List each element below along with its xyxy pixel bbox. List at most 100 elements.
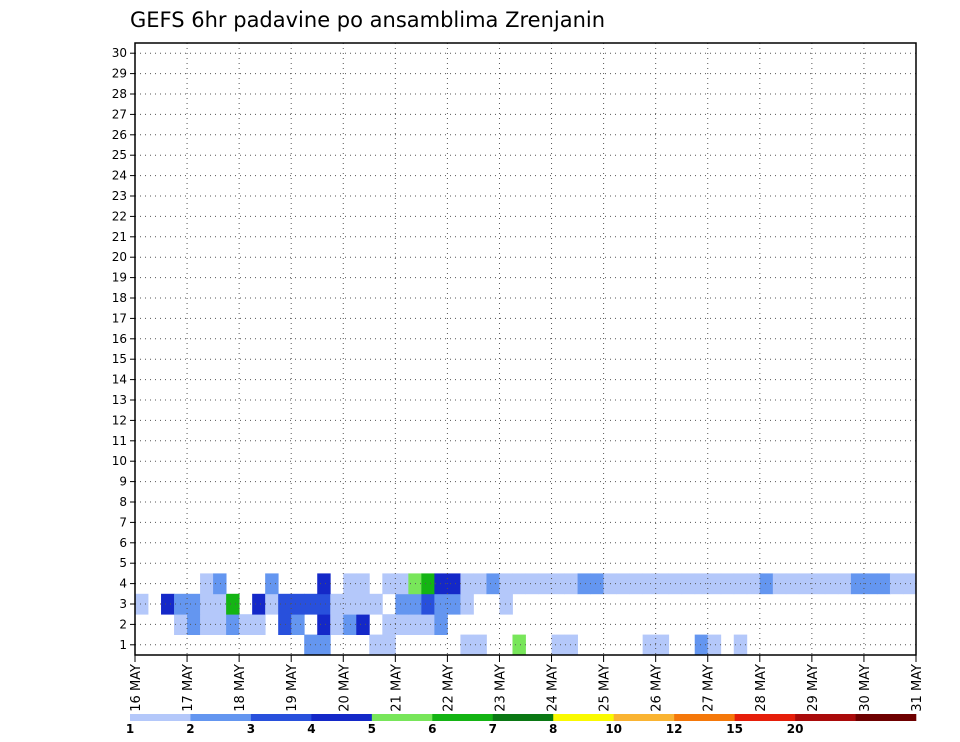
ensemble-cell — [460, 593, 474, 615]
ensemble-cell — [512, 634, 526, 656]
ensemble-cell — [382, 573, 396, 595]
legend-label: 15 — [726, 722, 743, 736]
ensemble-cell — [759, 573, 774, 595]
legend-label: 12 — [666, 722, 683, 736]
ensemble-cell — [252, 614, 266, 635]
ensemble-cell — [226, 614, 240, 635]
ensemble-cell — [135, 593, 149, 615]
ensemble-cell — [356, 573, 370, 595]
legend-label: 5 — [368, 722, 376, 736]
ensemble-cell — [317, 614, 331, 635]
y-tick-label: 18 — [112, 291, 127, 305]
ensemble-cell — [291, 614, 305, 635]
ensemble-cell — [356, 614, 370, 635]
x-tick-label: 18 MAY — [233, 664, 248, 712]
ensemble-cell — [720, 573, 735, 595]
ensemble-cell — [850, 573, 865, 595]
x-tick-label: 30 MAY — [858, 664, 873, 712]
ensemble-cell — [681, 573, 696, 595]
legend-swatch — [432, 714, 494, 721]
ensemble-cell — [343, 593, 357, 615]
x-tick-label: 22 MAY — [441, 664, 456, 712]
ensemble-cell — [395, 614, 409, 635]
ensemble-cell — [343, 614, 357, 635]
ensemble-cell — [187, 614, 201, 635]
ensemble-cell — [421, 573, 435, 595]
legend-label: 10 — [605, 722, 622, 736]
ensemble-cell — [564, 634, 578, 656]
legend-label: 4 — [307, 722, 315, 736]
ensemble-cell — [317, 573, 331, 595]
x-tick-label: 25 MAY — [598, 664, 613, 712]
x-axis: 16 MAY 17 MAY 18 MAY 19 MAY 20 MAY 21 MAY 22 M… — [129, 655, 925, 712]
grid-lines — [135, 43, 916, 655]
ensemble-cell — [824, 573, 839, 595]
ensemble-cell — [317, 634, 331, 656]
ensemble-cell — [278, 614, 292, 635]
legend-label: 2 — [186, 722, 194, 736]
ensemble-cell — [291, 593, 305, 615]
ensemble-cell — [590, 573, 604, 595]
ensemble-cell — [889, 573, 904, 595]
y-tick-label: 24 — [112, 169, 127, 183]
x-tick-label: 20 MAY — [337, 664, 352, 712]
ensemble-cell — [785, 573, 800, 595]
legend-swatch — [190, 714, 252, 721]
ensemble-cell — [265, 573, 279, 595]
legend-label: 7 — [489, 722, 497, 736]
ensemble-cell — [499, 573, 513, 595]
x-tick-label: 21 MAY — [389, 664, 404, 712]
y-tick-label: 27 — [112, 107, 127, 121]
y-tick-label: 2 — [119, 617, 127, 631]
ensemble-cell — [486, 573, 500, 595]
ensemble-cell — [382, 614, 396, 635]
x-tick-label: 24 MAY — [546, 664, 561, 712]
ensemble-cell — [655, 634, 670, 656]
legend-label: 3 — [247, 722, 255, 736]
ensemble-cell — [642, 634, 657, 656]
ensemble-cell — [746, 573, 761, 595]
ensemble-cell — [512, 573, 526, 595]
legend-label: 8 — [549, 722, 557, 736]
y-tick-label: 23 — [112, 189, 127, 203]
legend-swatch — [371, 714, 433, 721]
ensemble-cell — [447, 573, 461, 595]
x-tick-label: 26 MAY — [650, 664, 665, 712]
legend-swatch — [492, 714, 554, 721]
ensemble-cell — [460, 634, 474, 656]
legend-swatch — [674, 714, 735, 721]
y-tick-label: 19 — [112, 271, 127, 285]
ensemble-cell — [330, 614, 344, 635]
legend-label: 20 — [787, 722, 804, 736]
ensemble-cell — [278, 593, 292, 615]
y-tick-label: 12 — [112, 413, 127, 427]
ensemble-cell — [395, 593, 409, 615]
ensemble-cell — [642, 573, 657, 595]
ensemble-cell — [434, 573, 448, 595]
ensemble-cell — [876, 573, 891, 595]
ensemble-cell — [811, 573, 826, 595]
ensemble-cell — [551, 634, 565, 656]
ensemble-cell — [213, 593, 227, 615]
ensemble-cell — [421, 614, 435, 635]
ensemble-cell — [499, 593, 513, 615]
legend-swatch — [734, 714, 796, 721]
x-tick-label: 17 MAY — [181, 664, 196, 712]
ensemble-cell — [369, 634, 383, 656]
y-tick-label: 11 — [112, 434, 127, 448]
y-tick-label: 5 — [119, 556, 127, 570]
y-tick-label: 20 — [112, 250, 127, 264]
legend-swatch — [250, 714, 312, 721]
ensemble-cell — [629, 573, 644, 595]
y-tick-label: 17 — [112, 311, 127, 325]
y-tick-label: 13 — [112, 393, 127, 407]
ensemble-cell — [265, 593, 279, 615]
y-tick-label: 15 — [112, 352, 127, 366]
x-tick-label: 23 MAY — [493, 664, 508, 712]
x-tick-label: 16 MAY — [129, 664, 144, 712]
x-tick-label: 28 MAY — [754, 664, 769, 712]
y-tick-label: 1 — [119, 638, 127, 652]
chart-title: GEFS 6hr padavine po ansamblima Zrenjani… — [130, 8, 605, 32]
ensemble-cell — [200, 593, 214, 615]
